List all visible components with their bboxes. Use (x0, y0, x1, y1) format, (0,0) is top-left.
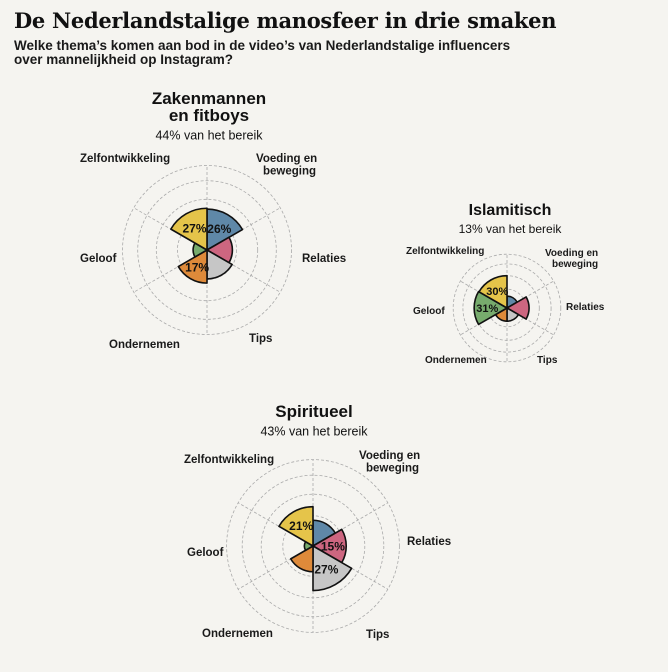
grid-spoke (312, 545, 389, 590)
chart-reach: 13% van het bereik (459, 222, 563, 236)
category-label-relaties: Relaties (302, 253, 346, 265)
category-label-relaties: Relaties (566, 302, 605, 313)
value-label-voeding-en-beweging: 26% (207, 222, 231, 236)
chart-reach: 43% van het bereik (260, 425, 368, 439)
category-label-zelfontwikkeling: Zelfontwikkeling (184, 454, 274, 466)
category-label-voeding-en-beweging: Voeding en beweging (545, 248, 598, 270)
grid-spoke (506, 280, 554, 309)
category-label-voeding-en-beweging: Voeding en beweging (359, 450, 420, 475)
category-label-tips: Tips (249, 333, 272, 345)
grid-circle (462, 263, 552, 353)
category-label-geloof: Geloof (413, 306, 445, 317)
value-label-zelfontwikkeling: 27% (182, 222, 206, 236)
wedge-relaties (506, 296, 530, 320)
chart-title: Zakenmannen (152, 89, 266, 108)
category-label-ondernemen: Ondernemen (425, 355, 487, 366)
wedge-voeding-en-beweging (206, 208, 244, 251)
wedge-ondernemen (289, 545, 314, 573)
wedge-tips (312, 545, 353, 592)
wedge-zelfontwikkeling (170, 207, 208, 251)
grid-circle (122, 165, 292, 335)
category-label-geloof: Geloof (187, 547, 224, 559)
chart-reach: 44% van het bereik (155, 129, 263, 143)
grid-spoke (133, 249, 208, 293)
value-label-zelfontwikkeling: 30% (486, 286, 508, 298)
wedge-zelfontwikkeling (478, 274, 508, 309)
grid-spoke (206, 249, 281, 293)
category-label-relaties: Relaties (407, 536, 451, 548)
category-label-zelfontwikkeling: Zelfontwikkeling (406, 246, 484, 257)
category-label-geloof: Geloof (80, 253, 117, 265)
category-label-ondernemen: Ondernemen (202, 628, 273, 640)
page-title: De Nederlandstalige manosfeer in drie sm… (14, 8, 557, 33)
grid-circle (137, 180, 277, 320)
chart-title: Spiritueel (275, 402, 352, 421)
category-label-ondernemen: Ondernemen (109, 339, 180, 351)
grid-spoke (206, 207, 281, 251)
chart-title: Islamitisch (469, 202, 552, 219)
chart-islamitisch: 31% 30% Voeding en beweging Relaties Tips Onde… (406, 202, 605, 366)
grid-spoke (506, 307, 554, 336)
grid-spoke (312, 502, 389, 547)
value-label-tips: 27% (314, 563, 338, 577)
grid-circle (155, 198, 259, 302)
value-label-relaties: 15% (321, 539, 345, 553)
grid-spoke (237, 502, 314, 547)
category-label-tips: Tips (366, 629, 389, 641)
wedge-ondernemen (177, 249, 208, 284)
value-label-ondernemen: 17% (185, 261, 209, 275)
category-label-tips: Tips (537, 355, 558, 366)
grid-spoke (237, 545, 314, 590)
wedge-zelfontwikkeling (278, 505, 314, 547)
chart-zakenmannen-en-fitboys: 26% 17% 27% Voeding en beweging Relaties Tips O… (80, 89, 346, 351)
value-label-zelfontwikkeling: 21% (289, 519, 313, 533)
category-label-voeding-en-beweging: Voeding en beweging (256, 153, 317, 178)
page-subtitle: Welke thema’s komen aan bod in de video’… (14, 38, 511, 67)
chart-title: en fitboys (169, 106, 249, 125)
grid-circle (452, 253, 562, 363)
category-label-zelfontwikkeling: Zelfontwikkeling (80, 153, 170, 165)
chart-spiritueel: 15% 27% 21% Voeding en beweging Relaties Tips O… (184, 402, 451, 641)
value-label-geloof: 31% (476, 303, 498, 315)
